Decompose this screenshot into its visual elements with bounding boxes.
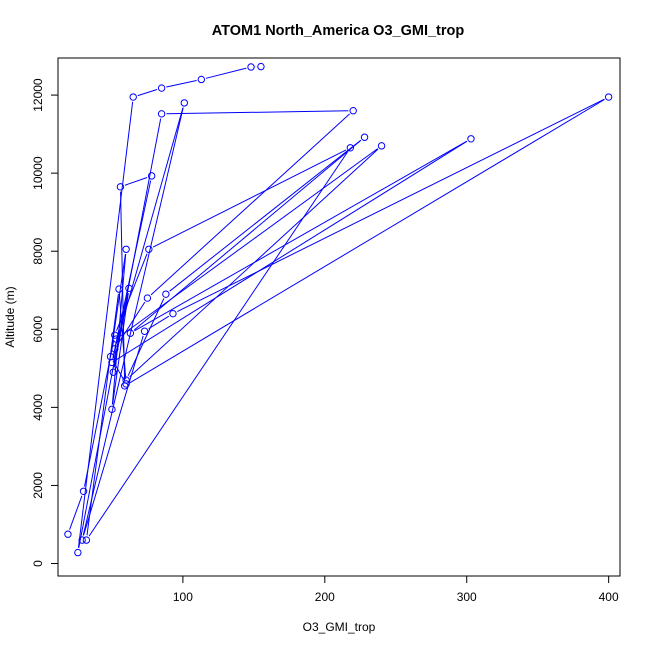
series-layer xyxy=(64,62,613,557)
series-line-segment xyxy=(166,110,349,115)
data-point xyxy=(82,536,91,544)
series-line-segment xyxy=(128,99,605,384)
data-point xyxy=(604,93,613,101)
series-line-segment xyxy=(115,140,468,361)
data-point xyxy=(467,135,475,143)
data-point xyxy=(346,144,355,152)
series-line-segment xyxy=(152,149,347,248)
series-line-segment xyxy=(120,191,126,382)
series-line-segment xyxy=(78,118,162,548)
series-line-segment xyxy=(69,495,83,530)
series-line-segment xyxy=(127,298,165,376)
data-point xyxy=(162,290,170,298)
series-line-segment xyxy=(150,113,350,296)
data-point xyxy=(111,331,119,339)
y-tick-label: 6000 xyxy=(31,316,45,343)
series-line-segment xyxy=(83,335,144,536)
chart-title: ATOM1 North_America O3_GMI_trop xyxy=(212,23,465,39)
data-point xyxy=(257,62,265,71)
y-tick-label: 0 xyxy=(31,560,45,567)
y-axis: 0 2000 4000 6000 8000 10000 12000 xyxy=(31,78,59,567)
data-point xyxy=(125,284,133,293)
series-line-segment xyxy=(82,107,184,536)
data-point xyxy=(126,329,135,337)
data-point xyxy=(145,245,153,253)
series-line-segment xyxy=(133,139,362,331)
data-point xyxy=(121,382,129,390)
series-line-segment xyxy=(177,98,605,312)
series-line-segment xyxy=(115,107,184,345)
y-tick-label: 10000 xyxy=(31,156,45,190)
data-point xyxy=(180,99,189,107)
y-tick-label: 8000 xyxy=(31,238,45,265)
data-point xyxy=(108,405,116,414)
x-tick-label: 400 xyxy=(599,590,619,604)
series-line-segment xyxy=(134,140,468,332)
data-point xyxy=(377,142,386,150)
x-tick-label: 300 xyxy=(457,590,477,604)
data-point xyxy=(78,536,86,544)
series-line-segment xyxy=(116,301,146,346)
series-line-segment xyxy=(148,315,170,330)
series-line-segment xyxy=(77,101,134,548)
y-tick-label: 4000 xyxy=(31,394,45,421)
series-line-segment xyxy=(110,253,126,352)
data-point xyxy=(79,487,88,495)
series-line-segment xyxy=(113,292,129,368)
data-point xyxy=(349,106,357,115)
series-line-segment xyxy=(205,67,247,79)
series-line-segment xyxy=(119,148,378,337)
data-point xyxy=(140,327,149,335)
series-line-segment xyxy=(124,177,148,186)
x-axis-label: O3_GMI_trop xyxy=(303,620,376,634)
data-point xyxy=(143,294,152,302)
data-point xyxy=(122,380,130,388)
data-point xyxy=(64,530,72,538)
data-point xyxy=(197,75,206,84)
data-point xyxy=(247,63,255,71)
data-point xyxy=(169,309,177,318)
data-point xyxy=(115,285,123,293)
series-line-segment xyxy=(166,79,197,88)
data-point xyxy=(147,172,156,180)
x-tick-label: 200 xyxy=(315,590,335,604)
series-line-segment xyxy=(169,139,362,292)
y-axis-label: Altitude (m) xyxy=(3,286,17,347)
y-tick-label: 12000 xyxy=(31,78,45,112)
data-point xyxy=(122,245,130,253)
data-point xyxy=(74,548,82,557)
data-point xyxy=(157,110,166,118)
data-point xyxy=(112,335,120,343)
plot-frame xyxy=(57,57,621,577)
y-tick-label: 2000 xyxy=(31,472,45,499)
data-point xyxy=(360,133,369,141)
x-tick-label: 100 xyxy=(173,590,193,604)
data-point xyxy=(111,345,119,353)
data-point xyxy=(129,93,137,101)
data-point xyxy=(108,358,116,367)
data-point xyxy=(157,84,166,92)
data-point xyxy=(109,368,118,376)
series-line-segment xyxy=(137,89,158,97)
data-point xyxy=(116,183,125,191)
x-axis: 100 200 300 400 xyxy=(173,575,619,604)
